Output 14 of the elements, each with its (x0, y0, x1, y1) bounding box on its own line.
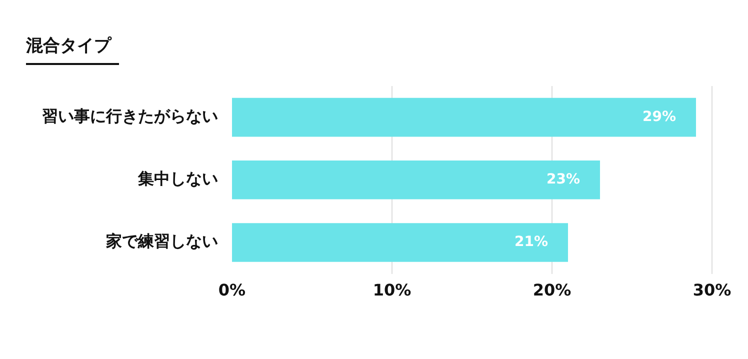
data-label: 29% (642, 108, 676, 125)
bar (232, 223, 568, 262)
x-tick-label: 10% (372, 280, 412, 300)
x-tick-label: 30% (692, 280, 732, 300)
data-label: 23% (546, 172, 580, 188)
data-label: 21% (514, 234, 548, 250)
y-tick-label: 習い事に行きたがらない (42, 106, 218, 126)
y-tick-label: 家で練習しない (105, 232, 218, 251)
text: 混合タイプ (26, 34, 119, 65)
bar (232, 160, 600, 200)
y-tick-label: 集中しない (137, 169, 218, 188)
x-tick-label: 0% (218, 280, 246, 300)
bar (232, 98, 696, 137)
x-tick-label: 20% (532, 280, 572, 300)
